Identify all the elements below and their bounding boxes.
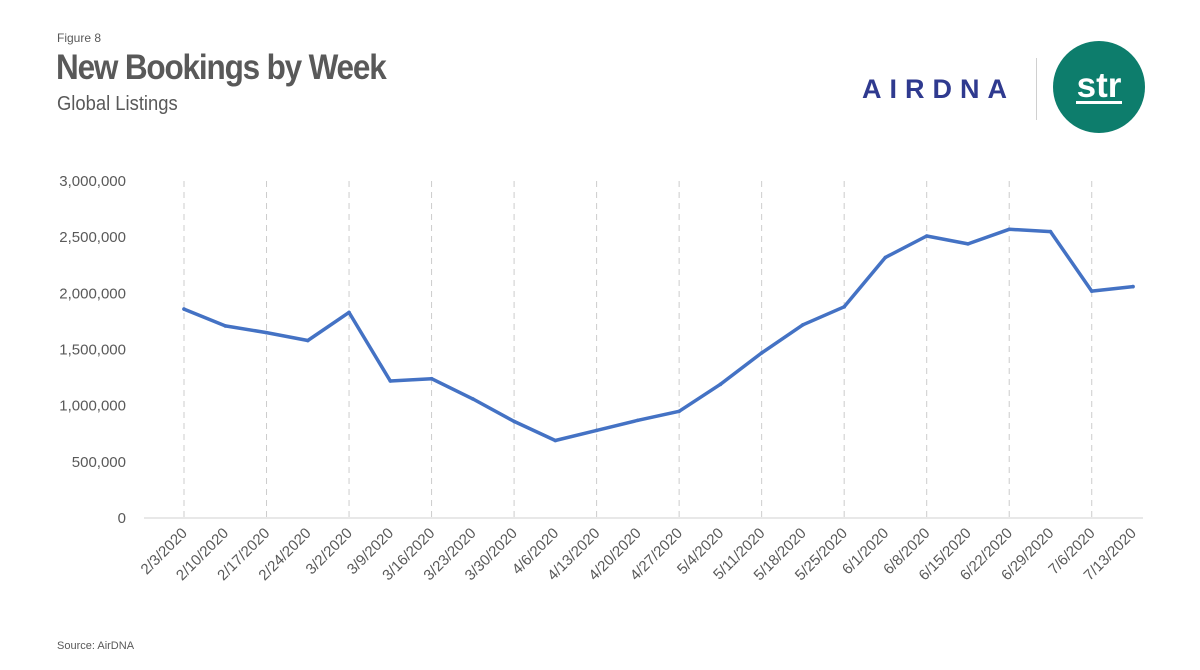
data-point bbox=[512, 419, 516, 424]
y-tick-label: 3,000,000 bbox=[59, 173, 126, 190]
data-point bbox=[759, 351, 764, 355]
data-point bbox=[429, 376, 434, 381]
data-point bbox=[966, 242, 970, 246]
series-line-0 bbox=[182, 227, 1135, 443]
y-tick-label: 1,500,000 bbox=[59, 342, 126, 359]
data-point bbox=[1131, 284, 1135, 289]
data-point bbox=[636, 418, 640, 423]
x-tick-labels: 2/3/20202/10/20202/17/20202/24/20203/2/2… bbox=[138, 525, 1140, 584]
figure-label: Figure 8 bbox=[57, 31, 102, 45]
data-point bbox=[842, 305, 846, 309]
data-point bbox=[677, 409, 681, 414]
data-point bbox=[801, 322, 805, 327]
data-point bbox=[347, 310, 351, 315]
data-point bbox=[264, 330, 269, 335]
data-point bbox=[388, 379, 393, 383]
source-note: Source: AirDNA bbox=[57, 640, 135, 652]
data-point bbox=[305, 338, 310, 343]
y-tick-label: 2,000,000 bbox=[59, 285, 126, 302]
data-point bbox=[924, 234, 929, 238]
airdna-logo: AIRDNA bbox=[862, 74, 1015, 104]
str-logo: str bbox=[1053, 41, 1145, 133]
data-point bbox=[718, 382, 723, 387]
series-layer bbox=[182, 227, 1135, 443]
str-logo-text: str bbox=[1075, 65, 1123, 105]
y-tick-label: 1,000,000 bbox=[59, 398, 126, 415]
data-point bbox=[1048, 229, 1053, 234]
data-point bbox=[223, 324, 228, 328]
y-tick-label: 0 bbox=[118, 510, 126, 527]
chart-subtitle: Global Listings bbox=[57, 93, 178, 115]
data-point bbox=[883, 255, 888, 260]
data-point bbox=[553, 438, 558, 443]
y-tick-label: 500,000 bbox=[72, 454, 126, 471]
data-point bbox=[182, 307, 186, 311]
logo-divider bbox=[1036, 58, 1037, 120]
data-point bbox=[1007, 227, 1012, 232]
data-point bbox=[471, 397, 475, 401]
data-point bbox=[1089, 289, 1094, 293]
data-point bbox=[594, 428, 599, 433]
grid-layer bbox=[183, 181, 1093, 518]
chart-title: New Bookings by Week bbox=[56, 48, 387, 87]
y-tick-label: 2,500,000 bbox=[59, 229, 126, 246]
y-tick-labels: 0 500,000 1,000,000 1,500,000 2,000,000 2,500… bbox=[59, 173, 126, 527]
